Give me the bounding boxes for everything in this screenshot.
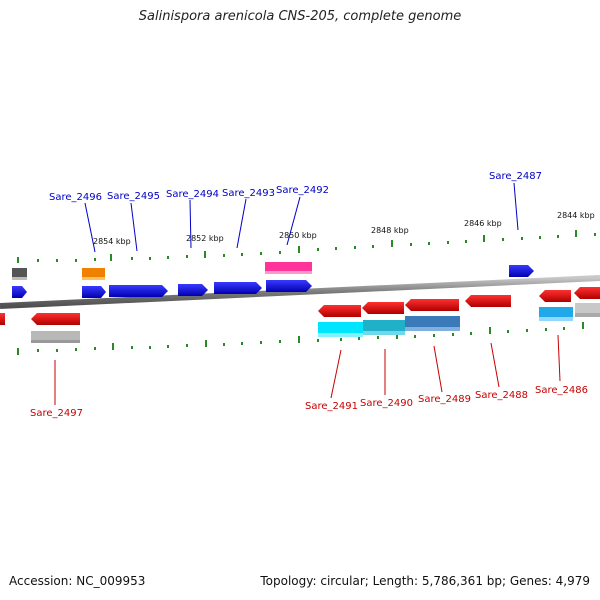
minus-leader-lines <box>54 334 561 405</box>
lower-tick-row <box>17 322 584 355</box>
gene-label-minus[interactable]: Sare_2489 <box>418 394 471 405</box>
plus-leader-lines <box>84 182 519 253</box>
gene-feature[interactable] <box>465 295 511 307</box>
gene-feature[interactable] <box>0 313 5 325</box>
gene-label-plus[interactable]: Sare_2492 <box>276 185 329 196</box>
kbp-label: 2846 kbp <box>464 219 502 228</box>
gene-feature[interactable] <box>12 286 27 298</box>
gene-feature[interactable] <box>574 287 600 299</box>
gene-label-minus[interactable]: Sare_2491 <box>305 401 358 412</box>
kbp-label: 2850 kbp <box>279 231 317 240</box>
gene-feature[interactable] <box>509 265 534 277</box>
plus-strand-genes <box>12 262 534 298</box>
gene-feature[interactable] <box>31 313 80 325</box>
gene-label-plus[interactable]: Sare_2495 <box>107 191 160 202</box>
kbp-label: 2844 kbp <box>557 211 595 220</box>
gene-feature[interactable] <box>362 302 404 314</box>
gene-feature[interactable] <box>214 282 262 294</box>
map-title: Salinispora arenicola CNS-205, complete … <box>138 9 462 24</box>
gene-feature[interactable] <box>82 286 106 298</box>
gene-feature[interactable] <box>109 285 168 297</box>
gene-feature[interactable] <box>318 305 361 317</box>
kbp-label: 2848 kbp <box>371 226 409 235</box>
gene-label-minus[interactable]: Sare_2486 <box>535 385 588 396</box>
gene-label-minus[interactable]: Sare_2497 <box>30 408 83 419</box>
gene-label-plus[interactable]: Sare_2494 <box>166 189 219 200</box>
upper-tick-row <box>17 230 596 263</box>
gene-label-plus[interactable]: Sare_2487 <box>489 171 542 182</box>
minus-strand-genes <box>0 287 600 343</box>
kbp-label: 2854 kbp <box>93 237 131 246</box>
gene-feature[interactable] <box>405 299 459 311</box>
kbp-label: 2852 kbp <box>186 234 224 243</box>
gene-feature[interactable] <box>265 262 312 273</box>
gene-feature[interactable] <box>266 280 312 292</box>
gene-feature[interactable] <box>178 284 208 296</box>
genome-summary: Topology: circular; Length: 5,786,361 bp… <box>260 574 590 588</box>
gene-label-minus[interactable]: Sare_2490 <box>360 398 413 409</box>
gene-label-plus[interactable]: Sare_2493 <box>222 188 275 199</box>
gene-label-plus[interactable]: Sare_2496 <box>49 192 102 203</box>
accession-text: Accession: NC_009953 <box>9 574 146 588</box>
gene-label-minus[interactable]: Sare_2488 <box>475 390 528 401</box>
gene-feature[interactable] <box>539 290 571 302</box>
